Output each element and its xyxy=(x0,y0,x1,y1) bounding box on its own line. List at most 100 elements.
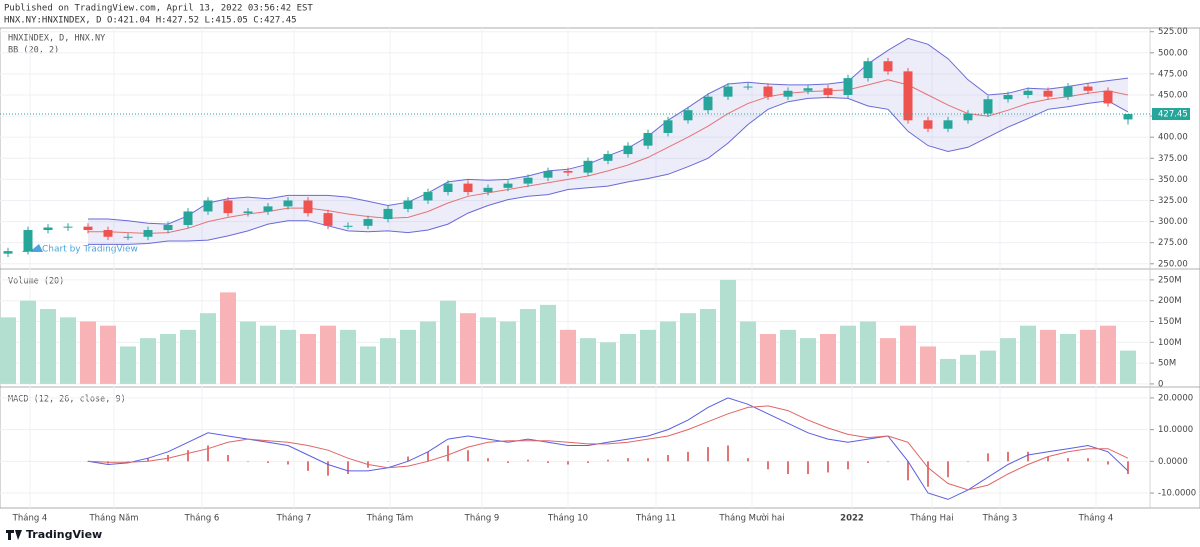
candle xyxy=(1003,91,1013,103)
candle-body xyxy=(1083,86,1093,91)
x-tick-label: Tháng 10 xyxy=(547,514,588,524)
y-tick-label: 450.00 xyxy=(1158,90,1188,100)
macd-histogram-bar xyxy=(727,445,729,462)
volume-bar xyxy=(620,333,636,384)
y-tick-label: 100M xyxy=(1158,338,1182,348)
last-price-box xyxy=(1152,108,1190,121)
candle-body xyxy=(3,251,13,254)
y-tick-label: 10.0000 xyxy=(1158,425,1193,435)
candle xyxy=(803,84,813,95)
macd-histogram-bar xyxy=(287,461,289,465)
volume-bar xyxy=(20,300,36,384)
candle xyxy=(123,233,133,241)
candle-body xyxy=(463,183,473,193)
volume-bar xyxy=(420,321,436,384)
x-tick-label: Tháng Hai xyxy=(909,514,953,524)
last-price-label: 427.45 xyxy=(1158,110,1188,120)
candle-body xyxy=(883,61,893,72)
volume-bar xyxy=(500,321,516,384)
volume-bar xyxy=(680,313,696,384)
candle-body xyxy=(263,206,273,212)
volume-bar xyxy=(580,338,596,384)
macd-legend: MACD (12, 26, close, 9) xyxy=(8,395,126,405)
volume-bar xyxy=(660,321,676,384)
candle-body xyxy=(543,170,553,178)
y-tick-label: 525.00 xyxy=(1158,27,1188,37)
volume-bar xyxy=(280,329,296,384)
macd-histogram-bar xyxy=(707,447,709,462)
candle xyxy=(1043,87,1053,101)
footer-logo: TradingView xyxy=(6,528,102,541)
main-legend: HNXINDEX, D, HNX.NY xyxy=(8,34,105,44)
y-tick-label: 375.00 xyxy=(1158,154,1188,164)
volume-bar xyxy=(840,325,856,384)
macd-histogram-bar xyxy=(387,461,389,462)
x-tick-label: Tháng 4 xyxy=(1078,514,1114,524)
x-tick-label: Tháng 6 xyxy=(184,514,220,524)
candle-body xyxy=(1123,114,1133,120)
volume-bar xyxy=(560,329,576,384)
y-tick-label: 150M xyxy=(1158,317,1182,327)
macd-histogram-bar xyxy=(667,455,669,462)
y-tick-label: 400.00 xyxy=(1158,133,1188,143)
y-tick-label: 500.00 xyxy=(1158,48,1188,58)
volume-bar xyxy=(1020,325,1036,384)
bb-lower xyxy=(88,96,1129,245)
candle-body xyxy=(583,160,593,173)
candle-body xyxy=(983,99,993,114)
candle xyxy=(1063,83,1073,101)
candle xyxy=(603,150,613,165)
candle xyxy=(763,83,773,101)
candle xyxy=(843,74,853,99)
y-tick-label: 20.0000 xyxy=(1158,393,1193,403)
volume-bar xyxy=(980,350,996,384)
macd-histogram-bar xyxy=(1007,451,1009,462)
candle xyxy=(643,129,653,149)
macd-histogram-bar xyxy=(487,458,489,462)
candle-body xyxy=(223,200,233,214)
volume-bar xyxy=(380,338,396,384)
candle xyxy=(43,224,53,234)
macd-histogram-bar xyxy=(687,451,689,462)
candle xyxy=(823,84,833,99)
candle-body xyxy=(183,211,193,225)
candle xyxy=(103,226,113,241)
macd-histogram-bar xyxy=(1067,458,1069,462)
y-tick-label: 0.0000 xyxy=(1158,457,1188,467)
volume-bar xyxy=(940,358,956,384)
candle xyxy=(523,174,533,187)
bb-legend: BB (20, 2) xyxy=(8,46,59,56)
candle xyxy=(3,247,13,258)
volume-bar xyxy=(1060,333,1076,384)
volume-bar xyxy=(400,329,416,384)
macd-histogram-bar xyxy=(927,461,929,487)
macd-histogram-bar xyxy=(907,461,909,481)
y-tick-label: -10.0000 xyxy=(1158,489,1196,499)
candle-body xyxy=(103,230,113,237)
x-tick-label: Tháng 9 xyxy=(464,514,500,524)
volume-legend: Volume (20) xyxy=(8,277,64,287)
volume-bar xyxy=(320,325,336,384)
macd-histogram-bar xyxy=(147,458,149,462)
volume-bar xyxy=(480,317,496,384)
volume-bar xyxy=(460,313,476,384)
y-tick-label: 300.00 xyxy=(1158,217,1188,227)
macd-histogram-bar xyxy=(1127,461,1129,475)
volume-bar xyxy=(820,333,836,384)
candle-body xyxy=(863,61,873,79)
volume-bar xyxy=(780,329,796,384)
candle xyxy=(743,83,753,90)
candle xyxy=(923,116,933,133)
candle xyxy=(263,203,273,215)
candle-body xyxy=(563,170,573,173)
volume-bar xyxy=(540,304,556,384)
macd-histogram-bar xyxy=(987,453,989,462)
candle xyxy=(1103,87,1113,107)
candle-body xyxy=(663,120,673,133)
candle-body xyxy=(763,86,773,97)
volume-bar xyxy=(440,300,456,384)
candle xyxy=(183,208,193,229)
volume-bar xyxy=(180,329,196,384)
volume-bar xyxy=(880,338,896,384)
